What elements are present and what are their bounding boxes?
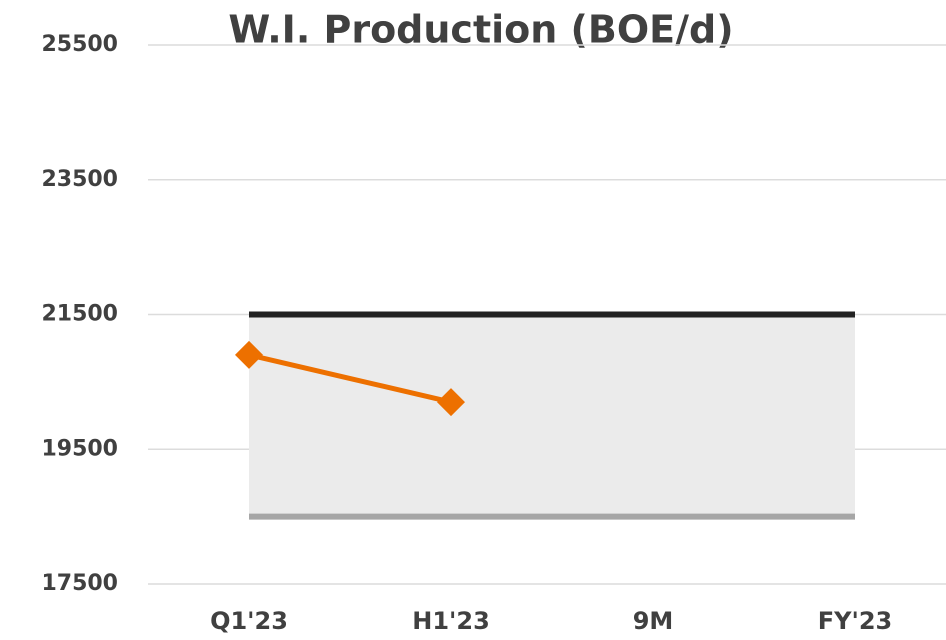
y-tick-label: 17500 <box>41 571 118 596</box>
x-tick-label: Q1'23 <box>210 607 288 635</box>
y-tick-label: 21500 <box>41 302 118 327</box>
y-tick-label: 19500 <box>41 436 118 461</box>
chart-title: W.I. Production (BOE/d) <box>228 8 733 52</box>
diamond-marker <box>235 340 263 369</box>
y-tick-label: 25500 <box>41 32 118 57</box>
x-tick-label: FY'23 <box>818 607 893 635</box>
band-area <box>249 314 855 517</box>
x-tick-label: 9M <box>633 607 674 635</box>
x-tick-label: H1'23 <box>412 607 490 635</box>
series-line <box>248 352 452 405</box>
diamond-marker <box>437 388 465 417</box>
y-tick-label: 23500 <box>41 167 118 192</box>
